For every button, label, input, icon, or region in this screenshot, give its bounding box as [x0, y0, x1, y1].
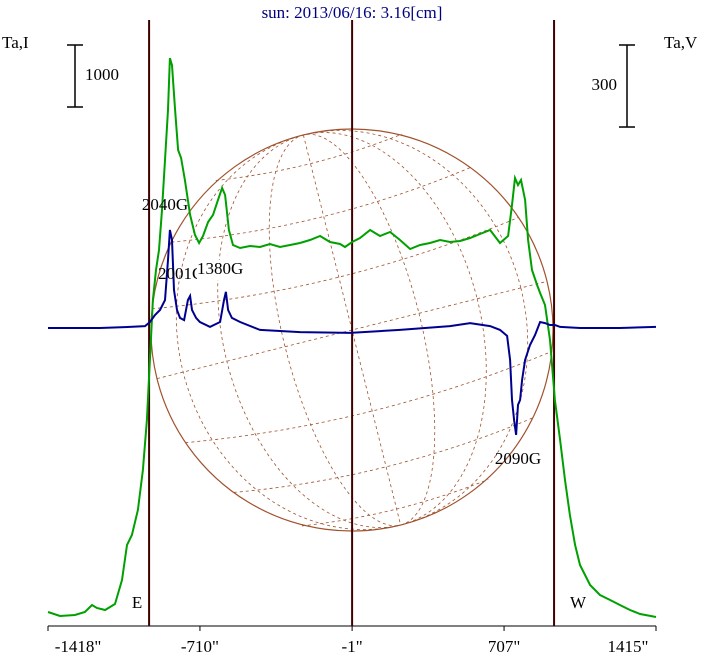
x-tick-label: -1418"	[55, 637, 102, 656]
annotation: 2040G	[142, 195, 188, 214]
y-axis-label: Ta,I	[2, 33, 29, 52]
chart-title: sun: 2013/06/16: 3.16[cm]	[262, 3, 443, 22]
limb-label: E	[132, 593, 142, 612]
annotation-background	[197, 260, 259, 280]
series-line	[47, 57, 657, 618]
scale-bar-label: 300	[592, 75, 618, 94]
x-tick-label: 1415"	[608, 637, 649, 656]
annotation: 2090G	[495, 449, 541, 468]
x-tick-label: 707"	[488, 637, 520, 656]
series-line	[48, 229, 657, 436]
x-tick-label: -1"	[342, 637, 363, 656]
annotation: 1380G	[197, 259, 243, 278]
limb-label: W	[570, 593, 587, 612]
scale-bar-label: 1000	[85, 65, 119, 84]
y2-axis-label: Ta,V	[664, 33, 698, 52]
x-tick-label: -710"	[181, 637, 219, 656]
annotation: 2001G	[158, 264, 204, 283]
